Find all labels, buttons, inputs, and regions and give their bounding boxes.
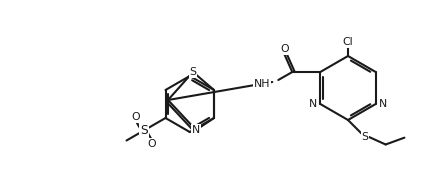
Text: N: N [309,99,317,109]
Text: O: O [147,139,156,149]
Text: N: N [192,125,200,135]
Text: S: S [190,67,197,77]
Text: S: S [140,124,148,137]
Text: O: O [132,112,140,122]
Text: NH: NH [254,79,270,89]
Text: N: N [379,99,387,109]
Text: O: O [280,44,289,54]
Text: S: S [362,132,368,142]
Text: Cl: Cl [343,37,353,47]
